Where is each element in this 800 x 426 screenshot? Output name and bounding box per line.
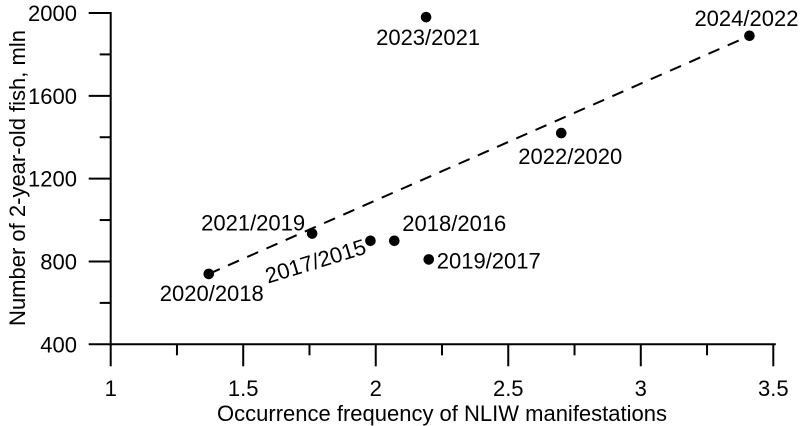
data-point: [388, 235, 400, 247]
x-tick-label: 1: [105, 376, 117, 401]
point-label: 2023/2021: [376, 25, 480, 50]
point-label: 2019/2017: [437, 248, 541, 273]
data-point: [420, 11, 432, 23]
x-axis-title: Occurrence frequency of NLIW manifestati…: [217, 401, 667, 426]
y-tick-label: 400: [40, 332, 77, 357]
point-label: 2022/2020: [518, 144, 622, 169]
point-label: 2017/2015: [262, 234, 369, 288]
data-points-layer: [203, 11, 755, 280]
data-point: [203, 268, 215, 280]
y-tick-label: 800: [40, 249, 77, 274]
point-label: 2018/2016: [402, 211, 506, 236]
x-tick-label: 1.5: [228, 376, 259, 401]
point-label: 2021/2019: [201, 211, 305, 236]
y-axis-title: Number of 2-year-old fish, mln: [5, 30, 30, 326]
y-tick-label: 1600: [28, 84, 77, 109]
point-label: 2020/2018: [160, 281, 264, 306]
x-tick-label: 2.5: [493, 376, 524, 401]
y-tick-label: 2000: [28, 1, 77, 26]
data-point: [365, 235, 376, 247]
trend-line-layer: [208, 34, 750, 275]
y-tick-label: 1200: [28, 167, 77, 192]
data-point: [555, 127, 567, 139]
x-tick-label: 2: [370, 376, 382, 401]
data-point: [423, 254, 435, 265]
x-tick-label: 3.5: [758, 376, 789, 401]
axes-layer: 1 1.5 2 2.5 3 3.5 400 800 1200 1600 2000: [28, 1, 789, 401]
point-label: 2024/2022: [694, 6, 798, 31]
trend-line: [208, 34, 750, 275]
data-point: [306, 228, 318, 239]
data-point: [744, 30, 755, 42]
x-tick-label: 3: [635, 376, 647, 401]
